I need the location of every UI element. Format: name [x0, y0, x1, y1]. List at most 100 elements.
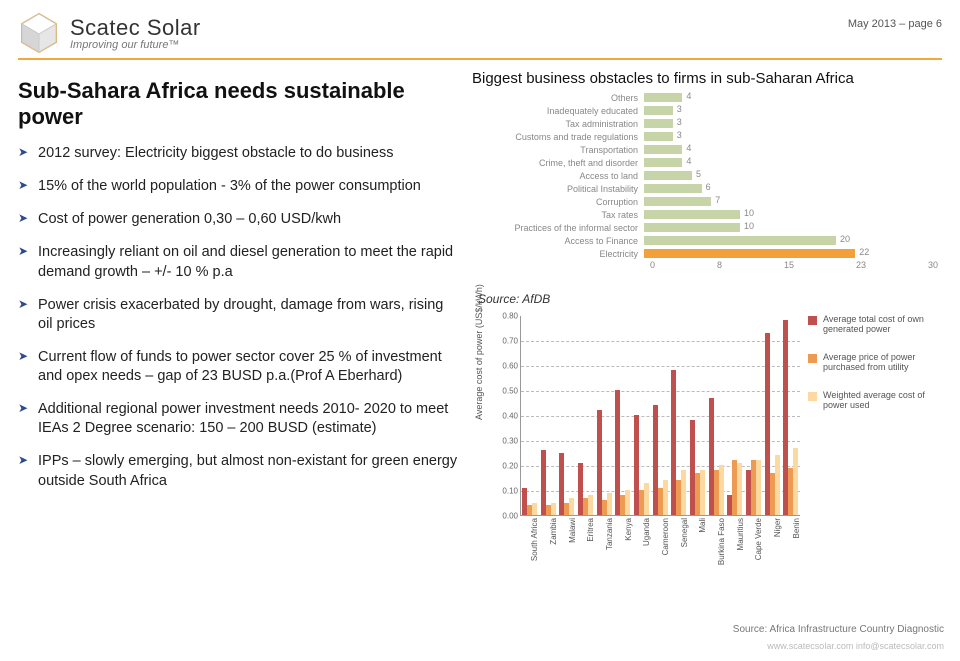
cost-xlabel: Niger [773, 518, 782, 537]
obstacle-xtick: 15 [784, 260, 794, 270]
obstacle-value: 4 [686, 143, 691, 153]
obstacle-bar [644, 236, 836, 245]
obstacle-bar [644, 93, 682, 102]
cost-bargroup: Malawi [559, 514, 576, 515]
left-column: Sub-Sahara Africa needs sustainable powe… [18, 70, 458, 560]
content: Sub-Sahara Africa needs sustainable powe… [18, 70, 942, 560]
obstacle-value: 4 [686, 156, 691, 166]
cost-bar [532, 503, 537, 516]
brand-name: Scatec Solar [70, 15, 201, 41]
obstacle-label: Tax rates [472, 210, 644, 220]
cost-gridline [521, 416, 800, 417]
cost-bar [663, 480, 668, 515]
cost-bargroup: Burkina Faso [709, 514, 726, 515]
cost-bar [700, 470, 705, 515]
obstacle-bar-area: 10 [644, 209, 932, 220]
cost-bargroup: Tanzania [597, 514, 614, 515]
obstacle-label: Access to land [472, 171, 644, 181]
cost-gridline [521, 366, 800, 367]
cost-gridline [521, 441, 800, 442]
obstacle-label: Transportation [472, 145, 644, 155]
legend-swatch [808, 316, 817, 325]
obstacle-value: 10 [744, 221, 754, 231]
page: Scatec Solar Improving our future™ May 2… [0, 0, 960, 661]
cost-bar [737, 463, 742, 516]
legend-text: Weighted average cost of power used [823, 390, 938, 410]
cost-bar [569, 498, 574, 516]
footer: www.scatecsolar.com info@scatecsolar.com [767, 641, 944, 651]
obstacle-label: Electricity [472, 249, 644, 259]
obstacle-bar [644, 249, 855, 258]
cost-xlabel: Senegal [680, 518, 689, 547]
legend-item: Average price of power purchased from ut… [808, 352, 938, 372]
obstacles-source: Source: AfDB [478, 292, 942, 306]
cost-bargroup: Eritrea [578, 514, 595, 515]
obstacle-row: Tax rates 10 [472, 208, 942, 221]
obstacle-bar [644, 158, 682, 167]
obstacle-row: Access to land5 [472, 169, 942, 182]
obstacle-bar [644, 145, 682, 154]
cost-ylabel: Average cost of power (US$/kWh) [474, 284, 484, 420]
cost-plot-area: 0.000.100.200.300.400.500.600.700.80Sout… [520, 316, 800, 516]
obstacle-label: Tax administration [472, 119, 644, 129]
bullet-list: 2012 survey: Electricity biggest obstacl… [18, 144, 458, 491]
obstacle-value: 7 [715, 195, 720, 205]
cost-xlabel: Malawi [568, 518, 577, 543]
cost-xlabel: Tanzania [605, 518, 614, 550]
cost-xlabel: Mauritius [736, 518, 745, 550]
cost-bargroup: Uganda [634, 514, 651, 515]
cost-bar [719, 465, 724, 515]
cost-xlabel: Benin [792, 518, 801, 538]
cost-xlabel: South Africa [530, 518, 539, 561]
obstacle-row: Electricity22 [472, 247, 942, 260]
obstacle-value: 3 [677, 130, 682, 140]
obstacle-bar [644, 223, 740, 232]
cost-bar [681, 470, 686, 515]
obstacle-row: Access to Finance20 [472, 234, 942, 247]
bullet-item: IPPs – slowly emerging, but almost non-e… [18, 452, 458, 490]
obstacle-value: 10 [744, 208, 754, 218]
cost-bargroup: South Africa [522, 514, 539, 515]
legend-swatch [808, 392, 817, 401]
cost-ytick: 0.20 [502, 462, 521, 471]
logo-icon [18, 12, 60, 54]
obstacle-row: Customs and trade regulations3 [472, 130, 942, 143]
obstacle-label: Others [472, 93, 644, 103]
obstacle-xtick: 30 [928, 260, 938, 270]
obstacle-bar-area: 4 [644, 92, 932, 103]
obstacle-bar-area: 20 [644, 235, 932, 246]
cost-chart: Average cost of power (US$/kWh) 0.000.10… [472, 310, 942, 560]
obstacle-bar [644, 119, 673, 128]
obstacle-label: Access to Finance [472, 236, 644, 246]
obstacle-bar-area: 5 [644, 170, 932, 181]
obstacles-chart: Others4Inadequately educated3Tax adminis… [472, 91, 942, 286]
page-meta: May 2013 – page 6 [848, 18, 942, 30]
brand-text: Scatec Solar Improving our future™ [70, 15, 201, 51]
bullet-item: Increasingly reliant on oil and diesel g… [18, 243, 458, 281]
header: Scatec Solar Improving our future™ May 2… [18, 12, 942, 60]
cost-xlabel: Cameroon [661, 518, 670, 555]
legend-item: Average total cost of own generated powe… [808, 314, 938, 334]
cost-bar [775, 455, 780, 515]
cost-gridline [521, 341, 800, 342]
obstacle-bar-area: 4 [644, 144, 932, 155]
obstacle-label: Crime, theft and disorder [472, 158, 644, 168]
obstacle-label: Corruption [472, 197, 644, 207]
obstacle-bar-area: 22 [644, 248, 932, 259]
obstacle-row: Tax administration3 [472, 117, 942, 130]
cost-xlabel: Uganda [642, 518, 651, 546]
cost-legend: Average total cost of own generated powe… [808, 314, 938, 428]
legend-swatch [808, 354, 817, 363]
legend-text: Average price of power purchased from ut… [823, 352, 938, 372]
cost-bargroup: Cape Verde [746, 514, 763, 515]
cost-ytick: 0.40 [502, 412, 521, 421]
cost-bargroup: Zambia [541, 514, 558, 515]
obstacle-value: 6 [706, 182, 711, 192]
obstacle-bar-area: 3 [644, 105, 932, 116]
cost-ytick: 0.80 [502, 312, 521, 321]
cost-xlabel: Cape Verde [754, 518, 763, 560]
obstacle-bar-area: 6 [644, 183, 932, 194]
obstacle-row: Crime, theft and disorder 4 [472, 156, 942, 169]
cost-bargroup: Mauritius [727, 514, 744, 515]
brand: Scatec Solar Improving our future™ [18, 12, 201, 54]
